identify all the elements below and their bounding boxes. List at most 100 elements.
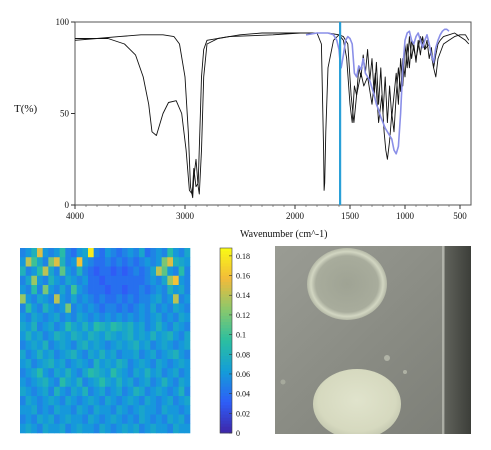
colorbar-segment — [220, 322, 232, 326]
heatmap-cell — [65, 303, 72, 314]
heatmap-cell — [178, 414, 185, 425]
heatmap-cell — [150, 257, 157, 267]
heatmap-cell — [99, 248, 106, 258]
colorbar-tick-label: 0.12 — [236, 311, 250, 320]
heatmap-cell — [167, 349, 174, 360]
heatmap-cell — [144, 423, 151, 434]
heatmap-cell — [178, 423, 185, 434]
colorbar-segment — [220, 312, 232, 317]
heatmap-cell — [42, 266, 49, 277]
heatmap-cell — [150, 266, 157, 277]
heatmap-cell — [48, 248, 55, 258]
heatmap-cell — [31, 405, 38, 415]
heatmap-cell — [71, 303, 77, 314]
heatmap-cell — [71, 386, 77, 397]
heatmap-cell — [139, 248, 145, 258]
heatmap-cell — [167, 396, 174, 406]
heatmap-cell — [167, 414, 174, 425]
heatmap-cell — [184, 359, 191, 369]
heatmap-cell — [116, 368, 123, 378]
heatmap-cell — [105, 386, 111, 397]
heatmap-cell — [88, 331, 94, 341]
colorbar-tick-label: 0.1 — [236, 331, 246, 340]
heatmap-cell — [31, 322, 38, 332]
heatmap-cell — [82, 405, 89, 415]
heatmap-cell — [82, 331, 89, 341]
heatmap-cell — [65, 386, 72, 397]
heatmap-cell — [88, 340, 94, 351]
heatmap-cell — [178, 359, 185, 369]
heatmap-cell — [184, 340, 191, 351]
heatmap-cell — [144, 396, 151, 406]
heatmap-cell — [25, 248, 32, 258]
heatmap-cell — [156, 359, 162, 369]
heatmap-cell — [184, 349, 191, 360]
heatmap-cell — [48, 349, 55, 360]
heatmap-cell — [184, 377, 191, 388]
heatmap-cell — [37, 331, 43, 341]
heatmap-cell — [161, 294, 168, 304]
heatmap-cell — [133, 386, 140, 397]
heatmap-cell — [105, 349, 111, 360]
small-droplet — [280, 379, 286, 385]
heatmap-cell — [65, 275, 72, 286]
heatmap-cell — [42, 359, 49, 369]
heatmap-cell — [71, 368, 77, 378]
heatmap-cell — [20, 405, 26, 415]
heatmap-cell — [144, 275, 151, 286]
heatmap-cell — [59, 359, 66, 369]
heatmap-cell — [65, 377, 72, 388]
ir-spectrum-series-3 — [305, 28, 450, 155]
heatmap-cell — [178, 312, 185, 323]
heatmap-cell — [71, 294, 77, 304]
heatmap-cell — [48, 312, 55, 323]
heatmap-cell — [105, 331, 111, 341]
heatmap-cell — [144, 294, 151, 304]
heatmap-cell — [178, 303, 185, 314]
heatmap-cell — [25, 322, 32, 332]
heatmap-cell — [184, 248, 191, 258]
heatmap-cell — [25, 359, 32, 369]
heatmap-cell — [71, 349, 77, 360]
colorbar-segment — [220, 362, 232, 366]
heatmap-cell — [122, 248, 128, 258]
heatmap-cell — [93, 423, 100, 434]
heatmap-cell — [31, 340, 38, 351]
heatmap-cell — [59, 248, 66, 258]
colorbar-segment — [220, 420, 232, 425]
colorbar-segment — [220, 300, 232, 304]
heatmap-cell — [42, 423, 49, 434]
heatmap-cell — [59, 257, 66, 267]
heatmap-cell — [93, 248, 100, 258]
heatmap-cell — [133, 414, 140, 425]
heatmap-cell — [178, 349, 185, 360]
heatmap-cell — [184, 303, 191, 314]
heatmap-cell — [110, 285, 117, 295]
heatmap-cell — [156, 266, 162, 277]
heatmap-cell — [59, 423, 66, 434]
heatmap-cell — [116, 396, 123, 406]
heatmap-cell — [122, 266, 128, 277]
heatmap-cell — [161, 377, 168, 388]
heatmap-cell — [99, 285, 106, 295]
heatmap-cell — [173, 303, 179, 314]
heatmap-cell — [37, 359, 43, 369]
heatmap-cell — [116, 294, 123, 304]
heatmap-cell — [37, 312, 43, 323]
heatmap-cell — [88, 386, 94, 397]
heatmap-cell — [133, 285, 140, 295]
heatmap-cell — [156, 386, 162, 397]
colorbar-segment — [220, 380, 232, 385]
heatmap-cell — [156, 396, 162, 406]
heatmap-cell — [178, 257, 185, 267]
heatmap-svg: 0 0.02 0.04 0.06 0.08 0.1 0.12 0.14 0.16 0.18 — [20, 247, 250, 438]
colorbar-segment — [220, 383, 232, 388]
heatmap-cell — [42, 368, 49, 378]
heatmap-cell — [54, 359, 60, 369]
heatmap-cell — [82, 248, 89, 258]
heatmap-cell — [150, 405, 157, 415]
heatmap-cell — [127, 294, 134, 304]
heatmap-cell — [37, 386, 43, 397]
heatmap-cell — [59, 303, 66, 314]
colorbar-segment — [220, 318, 232, 323]
